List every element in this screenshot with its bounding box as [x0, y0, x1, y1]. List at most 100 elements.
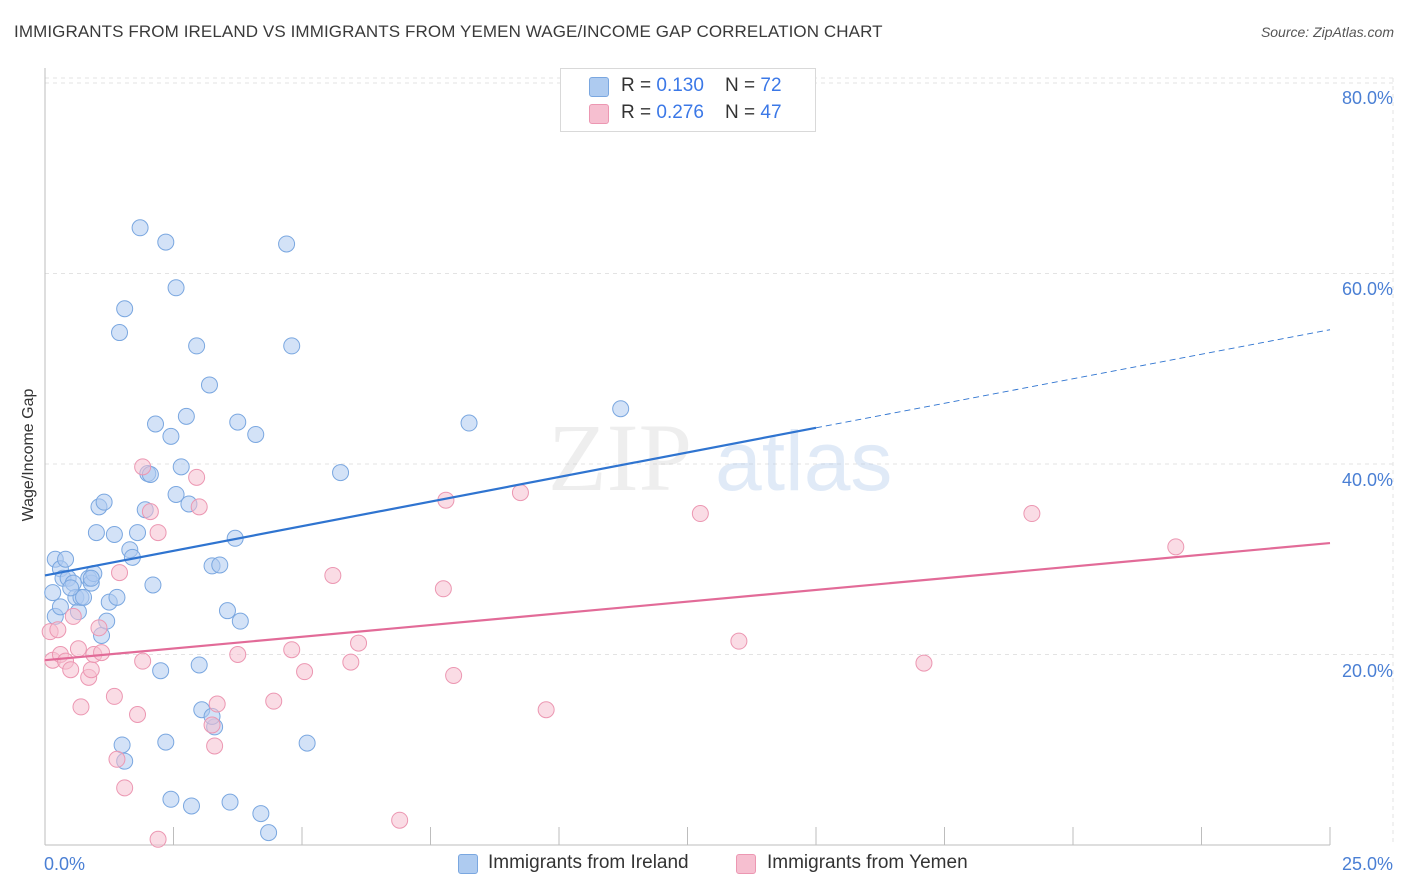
point-ireland [131, 219, 149, 237]
watermark-zip: ZIP [548, 404, 692, 511]
legend-n-label-ireland: N = [725, 75, 761, 96]
point-yemen [149, 524, 167, 542]
point-ireland [116, 300, 134, 318]
point-ireland [260, 824, 278, 842]
point-ireland [247, 425, 265, 443]
chart-title: IMMIGRANTS FROM IRELAND VS IMMIGRANTS FR… [14, 22, 883, 41]
point-yemen [206, 737, 224, 755]
point-yemen [203, 716, 221, 734]
point-ireland [144, 576, 162, 594]
point-ireland [152, 662, 170, 680]
point-yemen [134, 652, 152, 670]
legend-text-ireland: R = 0.130 N = 72 [621, 75, 782, 97]
point-ireland [211, 556, 229, 574]
legend-r-value-yemen: 0.276 [656, 102, 704, 123]
axes [44, 68, 1331, 846]
point-yemen [64, 607, 82, 625]
point-ireland [221, 793, 239, 811]
point-yemen [105, 687, 123, 705]
point-ireland [108, 588, 126, 606]
point-ireland [332, 464, 350, 482]
legend-bottom-label-ireland: Immigrants from Ireland [488, 852, 689, 873]
point-ireland [129, 524, 147, 542]
point-ireland [278, 235, 296, 253]
point-yemen [445, 666, 463, 684]
point-ireland [252, 805, 270, 823]
point-yemen [229, 646, 247, 663]
point-ireland [87, 524, 105, 542]
point-yemen [296, 663, 314, 681]
point-yemen [537, 701, 555, 719]
point-ireland [612, 400, 630, 418]
source-label: Source: ZipAtlas.com [1260, 24, 1394, 40]
y-tick-60: 60.0% [1342, 279, 1393, 299]
point-ireland [62, 579, 80, 597]
point-ireland [147, 415, 165, 433]
point-ireland [51, 598, 69, 616]
point-ireland [44, 584, 62, 602]
point-ireland [172, 458, 190, 476]
point-ireland [162, 427, 180, 445]
trend-line-yemen [44, 541, 1331, 662]
point-ireland [113, 736, 131, 754]
point-ireland [111, 324, 129, 342]
point-yemen [391, 811, 409, 829]
trend-lines [44, 329, 1331, 662]
y-tick-80: 80.0% [1342, 88, 1393, 108]
point-ireland [157, 733, 175, 751]
point-ireland [231, 612, 249, 630]
legend-n-label-yemen: N = [725, 102, 761, 123]
x-tick-right: 25.0% [1342, 854, 1393, 874]
point-yemen [49, 621, 67, 639]
legend-text-yemen: R = 0.276 N = 47 [621, 102, 782, 124]
point-ireland [167, 485, 185, 503]
point-yemen [915, 654, 933, 672]
point-ireland [188, 337, 206, 355]
point-ireland [167, 279, 185, 297]
point-yemen [188, 468, 206, 486]
point-yemen [111, 564, 129, 582]
point-yemen [265, 692, 283, 710]
point-ireland [182, 797, 200, 815]
point-yemen [116, 779, 134, 797]
point-ireland [157, 233, 175, 251]
point-yemen [434, 580, 452, 598]
point-ireland [460, 414, 478, 432]
point-yemen [141, 503, 159, 521]
point-yemen [82, 661, 100, 679]
point-yemen [1023, 505, 1041, 523]
legend-r-label-ireland: R = [621, 75, 657, 96]
series-yemen [41, 458, 1185, 848]
series-ireland [44, 219, 630, 842]
point-ireland [95, 493, 113, 511]
point-yemen [72, 698, 90, 716]
x-tick-left: 0.0% [44, 854, 85, 874]
legend-n-value-ireland: 72 [760, 75, 782, 96]
point-ireland [177, 407, 195, 425]
point-yemen [691, 505, 709, 523]
point-yemen [208, 695, 226, 713]
point-ireland [57, 550, 75, 568]
point-yemen [283, 641, 301, 659]
tick-labels: 20.0% 40.0% 60.0% 80.0% 0.0% 25.0% [44, 88, 1393, 874]
point-yemen [62, 661, 80, 679]
legend-r-label-yemen: R = [621, 102, 657, 123]
point-ireland [190, 656, 208, 674]
point-yemen [134, 458, 152, 476]
point-ireland [162, 790, 180, 808]
point-yemen [342, 653, 360, 671]
point-yemen [324, 566, 342, 584]
watermark-atlas: atlas [715, 414, 892, 508]
point-yemen [93, 644, 111, 662]
point-yemen [108, 750, 126, 768]
legend-bottom-swatch-ireland [458, 854, 478, 874]
point-yemen [90, 619, 108, 637]
point-ireland [283, 337, 301, 355]
legend-swatch-yemen [589, 104, 609, 124]
point-ireland [75, 588, 93, 606]
point-yemen [511, 484, 529, 502]
legend-bottom-swatch-yemen [736, 854, 756, 874]
point-yemen [69, 640, 87, 658]
point-yemen [129, 706, 147, 724]
